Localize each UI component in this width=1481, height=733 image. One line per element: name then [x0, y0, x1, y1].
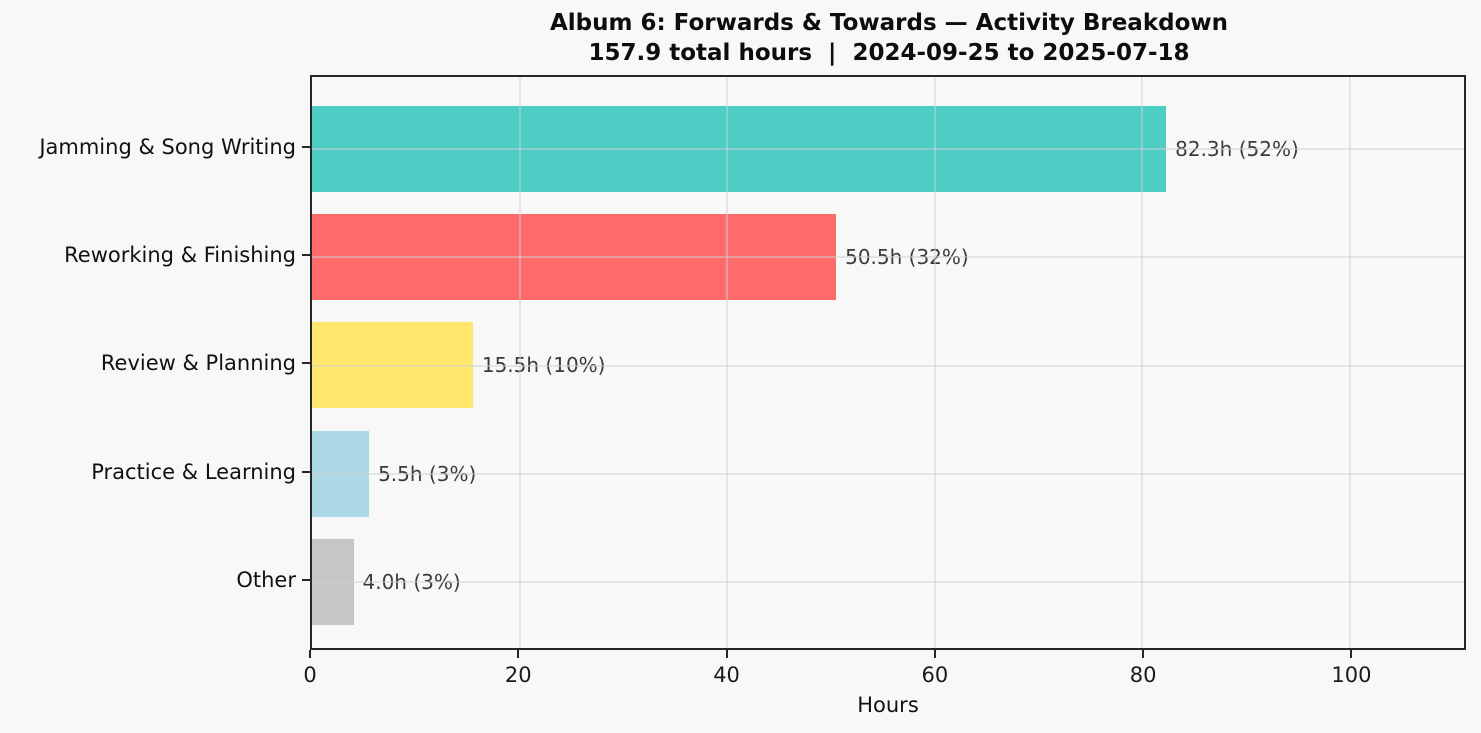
y-tick-mark	[302, 254, 310, 257]
x-tick-mark	[1142, 650, 1145, 658]
bar	[312, 106, 1167, 193]
plot-area: 82.3h (52%) 50.5h (32%) 15.5h (10%) 5.5h…	[310, 75, 1466, 650]
y-tick-mark	[302, 578, 310, 581]
x-tick-label: 100	[1331, 663, 1372, 687]
chart-title: Album 6: Forwards & Towards — Activity B…	[549, 10, 1229, 36]
bar-value-label: 50.5h (32%)	[845, 245, 969, 270]
y-axis-label-row: Practice & Learning	[0, 418, 310, 526]
bars-layer: 82.3h (52%) 50.5h (32%) 15.5h (10%) 5.5h…	[312, 77, 1464, 648]
x-axis-ticks: 0 20 40 60 80 100	[303, 650, 1466, 700]
bar	[312, 214, 837, 301]
bar-row: 4.0h (3%)	[312, 528, 1464, 636]
bar-value-label: 82.3h (52%)	[1175, 137, 1299, 162]
x-tick-mark	[725, 650, 728, 658]
x-tick-label: 80	[1129, 663, 1157, 687]
y-axis-category-label: Jamming & Song Writing	[39, 135, 296, 160]
y-tick-mark	[302, 146, 310, 149]
y-axis-category-label: Practice & Learning	[91, 459, 296, 484]
bar-value-label: 5.5h (3%)	[378, 461, 477, 486]
y-axis-label-row: Other	[0, 526, 310, 634]
x-axis-title: Hours	[857, 693, 919, 717]
y-tick-mark	[302, 470, 310, 473]
x-tick-label: 60	[921, 663, 949, 687]
bar-value-label: 4.0h (3%)	[362, 569, 461, 594]
y-axis-category-label: Other	[236, 567, 296, 592]
y-axis-category-label: Review & Planning	[100, 351, 296, 376]
x-tick-mark	[1350, 650, 1353, 658]
x-tick-label: 20	[504, 663, 532, 687]
x-tick-label: 0	[303, 663, 317, 687]
y-axis-labels: Jamming & Song Writing Reworking & Finis…	[0, 75, 310, 650]
y-tick-mark	[302, 362, 310, 365]
y-axis-label-row: Jamming & Song Writing	[0, 93, 310, 201]
bar	[312, 322, 473, 409]
x-tick-label: 40	[713, 663, 740, 687]
bar-row: 82.3h (52%)	[312, 95, 1464, 203]
bar	[312, 430, 370, 517]
y-axis-label-row: Reworking & Finishing	[0, 201, 310, 309]
bar-row: 50.5h (32%)	[312, 203, 1464, 311]
chart-header: Album 6: Forwards & Towards — Activity B…	[310, 8, 1468, 68]
x-tick-mark	[933, 650, 936, 658]
bar-row: 5.5h (3%)	[312, 420, 1464, 528]
x-tick-mark	[517, 650, 520, 658]
bar-value-label: 15.5h (10%)	[481, 353, 606, 378]
bar-row: 15.5h (10%)	[312, 311, 1464, 419]
y-axis-label-row: Review & Planning	[0, 309, 310, 417]
bar	[312, 538, 354, 625]
chart-subtitle: 157.9 total hours | 2024-09-25 to 2025-0…	[588, 40, 1190, 66]
x-tick-mark	[309, 650, 311, 658]
y-axis-category-label: Reworking & Finishing	[64, 243, 296, 268]
